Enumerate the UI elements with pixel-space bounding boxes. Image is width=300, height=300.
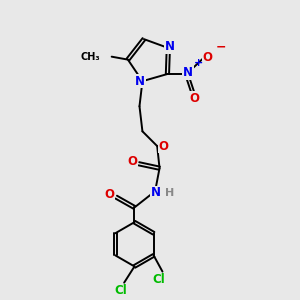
Text: O: O xyxy=(128,155,137,168)
Text: +: + xyxy=(194,58,203,68)
Text: N: N xyxy=(165,40,175,53)
Text: O: O xyxy=(189,92,199,105)
Text: O: O xyxy=(159,140,169,153)
Text: O: O xyxy=(202,51,212,64)
Text: Cl: Cl xyxy=(115,284,128,297)
Text: N: N xyxy=(135,75,145,88)
Text: O: O xyxy=(105,188,115,201)
Text: Cl: Cl xyxy=(153,273,165,286)
Text: N: N xyxy=(183,66,193,79)
Text: N: N xyxy=(151,186,161,199)
Text: CH₃: CH₃ xyxy=(81,52,100,62)
Text: −: − xyxy=(215,40,226,53)
Text: H: H xyxy=(165,188,175,198)
